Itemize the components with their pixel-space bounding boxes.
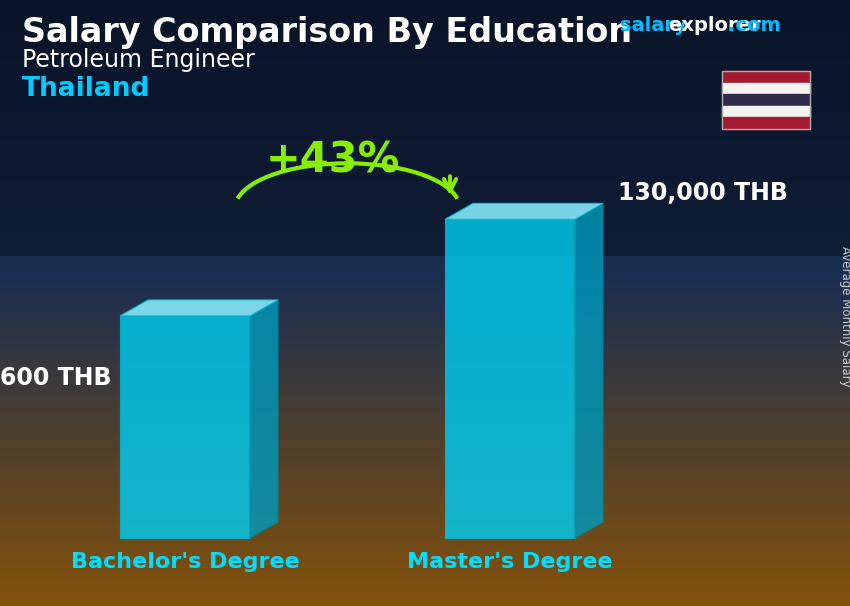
Text: Petroleum Engineer: Petroleum Engineer xyxy=(22,48,255,72)
Text: Bachelor's Degree: Bachelor's Degree xyxy=(71,552,299,572)
Polygon shape xyxy=(120,316,250,538)
Text: +43%: +43% xyxy=(265,139,400,181)
Polygon shape xyxy=(250,300,278,538)
Bar xyxy=(722,106,810,118)
Text: Salary Comparison By Education: Salary Comparison By Education xyxy=(22,16,632,49)
Polygon shape xyxy=(120,300,278,316)
Polygon shape xyxy=(575,203,603,538)
Text: Master's Degree: Master's Degree xyxy=(407,552,613,572)
Text: salary: salary xyxy=(620,16,687,35)
Text: Average Monthly Salary: Average Monthly Salary xyxy=(840,245,850,386)
Bar xyxy=(722,118,810,129)
Text: 90,600 THB: 90,600 THB xyxy=(0,366,112,390)
Polygon shape xyxy=(445,203,603,219)
Bar xyxy=(722,71,810,82)
Text: .com: .com xyxy=(728,16,781,35)
Polygon shape xyxy=(0,0,850,256)
Text: explorer: explorer xyxy=(668,16,761,35)
Bar xyxy=(722,82,810,94)
Text: Thailand: Thailand xyxy=(22,76,150,102)
Text: 130,000 THB: 130,000 THB xyxy=(618,181,788,205)
Bar xyxy=(722,71,810,129)
Bar xyxy=(722,94,810,106)
Polygon shape xyxy=(445,219,575,538)
